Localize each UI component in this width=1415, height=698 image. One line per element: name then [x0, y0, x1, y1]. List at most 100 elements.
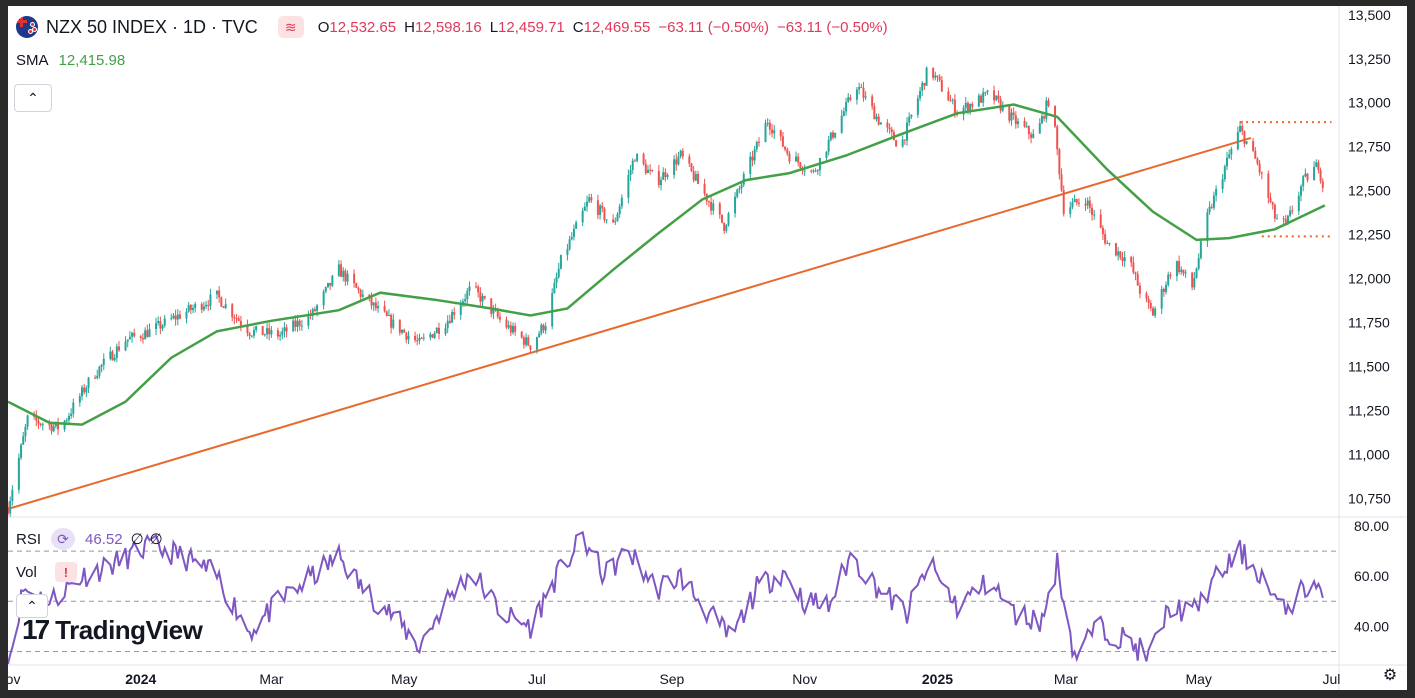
time-tick-label: Nov — [792, 671, 817, 687]
candle-body — [1014, 115, 1017, 125]
candle-body — [141, 337, 144, 340]
candle-body — [551, 293, 554, 327]
candle-body — [1117, 251, 1120, 256]
time-tick-label: Jul — [1323, 671, 1341, 687]
candle-body — [993, 90, 996, 101]
high-value: 12,598.16 — [414, 18, 482, 36]
candle-body — [85, 387, 88, 393]
tradingview-logo[interactable]: 17 TradingView — [22, 614, 203, 646]
alert-icon[interactable]: ! — [54, 562, 77, 582]
candle-body — [70, 413, 73, 417]
candle-body — [252, 330, 255, 336]
candle-body — [446, 320, 449, 329]
candle-body — [964, 102, 967, 108]
candle-body — [864, 96, 867, 98]
collapse-vol-button[interactable]: ⌃ — [16, 594, 48, 618]
candle-body — [1271, 202, 1274, 205]
candle-body — [72, 402, 75, 414]
open-label: O — [317, 18, 330, 36]
candle-body — [1223, 166, 1226, 180]
candle-body — [1184, 272, 1187, 274]
candle-body — [81, 387, 84, 397]
candle-body — [910, 114, 913, 117]
candle-body — [383, 305, 386, 312]
candle-body — [916, 98, 919, 115]
candle-body — [753, 149, 756, 161]
candle-body — [1245, 141, 1248, 144]
candle-body — [886, 122, 889, 128]
candle-body — [1215, 188, 1218, 196]
collapse-indicators-button[interactable]: ⌃ — [14, 84, 52, 112]
candle-body — [1199, 241, 1202, 259]
chart-canvas[interactable]: 13,500 13,250 13,000 12,750 12,500 12,250 12,0… — [8, 6, 1407, 690]
candle-body — [266, 328, 269, 335]
candle-body — [934, 75, 937, 78]
rsi-tick-label: 80.00 — [1354, 518, 1389, 534]
candle-body — [346, 273, 349, 282]
candle-body — [1317, 162, 1320, 170]
symbol-title[interactable]: NZX 50 INDEX · 1D · TVC — [46, 16, 258, 37]
candle-body — [660, 179, 663, 186]
candle-body — [786, 149, 789, 154]
vol-label[interactable]: Vol — [16, 563, 37, 581]
candle-body — [540, 324, 543, 334]
candle-body — [751, 156, 754, 161]
candle-body — [620, 197, 623, 207]
candle-body — [649, 169, 652, 171]
candle-body — [1045, 100, 1048, 119]
candle-body — [773, 130, 776, 134]
candle-body — [37, 420, 40, 424]
candle-body — [222, 306, 225, 309]
candle-body — [1319, 169, 1322, 181]
candle-body — [1206, 212, 1209, 242]
candle-body — [538, 333, 541, 338]
gear-icon[interactable]: ⚙ — [1382, 667, 1398, 684]
candle-body — [688, 156, 691, 164]
price-tick-label: 12,750 — [1348, 139, 1391, 155]
sma-line — [8, 103, 1326, 426]
candle-body — [1210, 206, 1213, 208]
candle-body — [192, 307, 195, 311]
pulse-wave-icon[interactable]: ≋ — [277, 16, 304, 38]
candle-body — [1267, 173, 1270, 198]
candle-body — [877, 116, 880, 125]
candle-body — [372, 302, 375, 306]
candle-body — [481, 296, 484, 302]
candle-body — [429, 334, 432, 338]
candle-body — [1313, 166, 1316, 181]
sma-label[interactable]: SMA — [16, 52, 49, 69]
candle-body — [873, 106, 876, 120]
candle-body — [936, 75, 939, 77]
candle-body — [727, 213, 730, 226]
candle-body — [1147, 298, 1150, 303]
candle-body — [771, 129, 774, 134]
candle-body — [87, 377, 90, 388]
candle-body — [921, 83, 924, 91]
candle-body — [1130, 256, 1133, 263]
candle-body — [492, 308, 495, 314]
candle-body — [94, 377, 97, 379]
candle-body — [50, 424, 53, 432]
candle-body — [1160, 288, 1163, 309]
candle-body — [662, 172, 665, 180]
time-tick-label: Jul — [528, 671, 546, 687]
refresh-icon[interactable]: ⟳ — [51, 528, 76, 550]
rsi-group — [8, 530, 1324, 665]
price-tick-label: 12,250 — [1348, 227, 1391, 243]
candle-body — [1001, 105, 1004, 111]
candle-body — [139, 336, 142, 338]
candle-body — [331, 275, 334, 286]
candle-body — [133, 332, 136, 337]
candle-body — [1030, 134, 1033, 138]
candle-body — [1123, 256, 1126, 262]
price-tick-label: 13,250 — [1348, 51, 1391, 67]
candle-body — [24, 426, 27, 437]
candle-body — [901, 139, 904, 147]
candle-body — [590, 197, 593, 201]
candle-body — [1180, 269, 1183, 272]
candle-body — [370, 297, 373, 306]
candle-body — [557, 268, 560, 278]
rsi-label[interactable]: RSI — [16, 530, 42, 548]
candle-body — [207, 304, 210, 306]
candle-body — [128, 336, 131, 340]
